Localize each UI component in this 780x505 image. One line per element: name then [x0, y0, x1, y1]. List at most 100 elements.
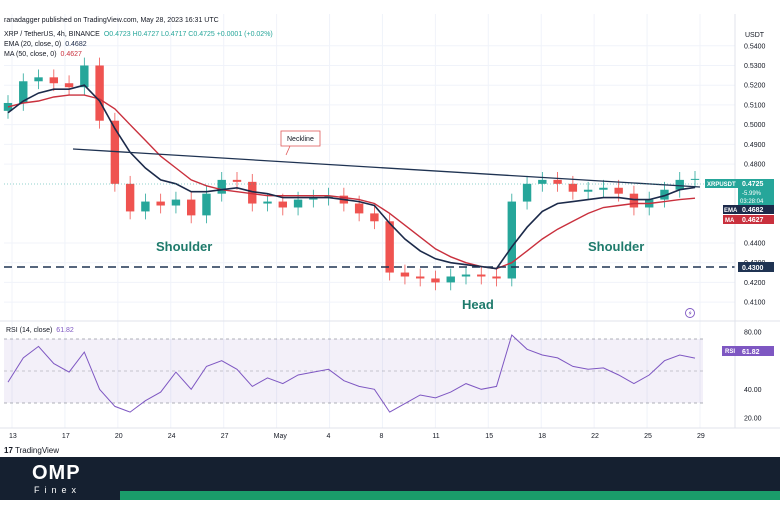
price-tick-label: 0.5200	[744, 83, 766, 90]
last-price-badge[interactable]: XRPUSDT 0.4725 -5.99% 03:28:04	[705, 179, 774, 205]
candle-body	[400, 272, 410, 277]
candle-body	[324, 195, 333, 198]
candle-body	[110, 120, 120, 184]
candle-body	[125, 183, 135, 212]
candle-body	[385, 221, 394, 273]
candle-body	[293, 199, 303, 208]
publisher-line: ranadagger published on TradingView.com,…	[4, 17, 219, 24]
neckline-callout-pointer	[285, 145, 291, 156]
ma-badge-value: 0.4627	[742, 217, 764, 224]
price-tick-label: 0.5000	[744, 122, 766, 129]
tradingview-text: TradingView	[14, 446, 60, 455]
currency-label: USDT	[745, 32, 765, 39]
brand-strip	[120, 491, 780, 500]
price-tick-label: 0.5100	[744, 102, 766, 109]
candle-body	[232, 179, 242, 182]
price-tick-label: 0.4800	[744, 162, 766, 169]
candle-body	[568, 183, 578, 192]
rsi-badge-tag: RSI	[725, 349, 735, 355]
candle-body	[446, 276, 455, 283]
omp-logo: OMP	[32, 462, 81, 484]
price-tick-label: 0.5400	[744, 43, 766, 50]
price-tick-label: 0.4900	[744, 142, 766, 149]
price-tick-label: 0.4200	[744, 280, 766, 287]
ema-legend-value: 0.4682	[65, 41, 87, 48]
rsi-badge[interactable]: RSI 61.82	[722, 346, 774, 356]
candle-body	[263, 201, 272, 204]
candle-body	[156, 201, 165, 206]
support-badge[interactable]: 0.4300	[738, 262, 774, 272]
x-tick-label: 17	[62, 433, 70, 440]
candle-body	[19, 81, 28, 103]
ma-legend-value: 0.4627	[60, 51, 82, 58]
candles	[3, 57, 700, 291]
tradingview-icon: 17	[4, 446, 13, 455]
lightning-icon[interactable]	[685, 308, 695, 318]
support-badge-value: 0.4300	[742, 265, 764, 272]
candle-body	[416, 276, 425, 279]
x-tick-label: 18	[538, 433, 546, 440]
candle-body	[248, 181, 257, 204]
ma-legend-label: MA (50, close, 0)	[4, 51, 57, 58]
candle-body	[675, 179, 684, 190]
candle-body	[461, 274, 471, 277]
rsi-tick-label: 40.00	[744, 387, 762, 394]
candle-body	[599, 187, 608, 190]
ma-badge-tag: MA	[725, 218, 735, 224]
finex-logo: Finex	[34, 485, 82, 495]
ma-line	[7, 94, 696, 270]
shoulder-right-label: Shoulder	[588, 239, 644, 254]
candle-body	[370, 213, 379, 222]
neckline-callout-box	[280, 130, 321, 147]
countdown-text: 03:28:04	[740, 199, 764, 205]
symbol-line: XRP / TetherUS, 4h, BINANCE O0.4723 H0.47…	[4, 31, 273, 38]
candle-body	[141, 201, 150, 212]
ma-legend: MA (50, close, 0) 0.4627	[4, 51, 82, 58]
x-tick-label: 20	[115, 433, 123, 440]
candle-body	[95, 65, 104, 121]
ema-badge-value: 0.4682	[742, 207, 764, 214]
rsi-ticks: 80.00 40.00 20.00	[744, 330, 762, 423]
candle-body	[614, 187, 623, 194]
candle-body	[64, 83, 74, 88]
rsi-badge-value: 61.82	[742, 349, 760, 356]
change-text: -5.99%	[742, 191, 762, 197]
candle-body	[522, 183, 532, 202]
candle-body	[217, 179, 226, 194]
neckline[interactable]	[72, 148, 701, 188]
x-tick-label: 4	[327, 433, 331, 440]
symbol-name: XRP / TetherUS, 4h, BINANCE	[4, 31, 100, 38]
x-tick-label: 15	[485, 433, 493, 440]
x-tick-label: 29	[697, 433, 705, 440]
price-tick-label: 0.5300	[744, 63, 766, 70]
price-tick-label: 0.4400	[744, 240, 766, 247]
candle-body	[278, 201, 287, 208]
candle-body	[202, 193, 211, 216]
rsi-tick-label: 20.00	[744, 415, 762, 422]
ema-legend: EMA (20, close, 0) 0.4682	[4, 41, 87, 48]
series	[7, 84, 696, 413]
x-tick-label: 11	[432, 433, 439, 440]
ema-badge[interactable]: EMA 0.4682	[723, 205, 774, 214]
ma-badge[interactable]: MA 0.4627	[723, 215, 774, 224]
shoulder-left-label: Shoulder	[156, 239, 212, 254]
candle-body	[538, 179, 547, 184]
candle-body	[492, 276, 501, 279]
candle-body	[629, 193, 639, 208]
tradingview-logo[interactable]: 17 TradingView	[4, 446, 59, 455]
ema-legend-label: EMA (20, close, 0)	[4, 41, 62, 48]
candle-body	[309, 197, 318, 200]
rsi-tick-label: 80.00	[744, 330, 762, 337]
price-tick-label: 0.4100	[744, 300, 766, 307]
candle-body	[354, 203, 364, 214]
rsi-line	[7, 334, 696, 413]
ohlc-values: O0.4723 H0.4727 L0.4717 C0.4725 +0.0001 …	[103, 31, 273, 38]
head-label: Head	[462, 297, 494, 312]
candle-body	[171, 199, 181, 206]
ema-line	[7, 84, 696, 270]
candle-body	[80, 65, 89, 88]
candle-body	[3, 102, 13, 111]
x-tick-label: May	[274, 433, 288, 440]
